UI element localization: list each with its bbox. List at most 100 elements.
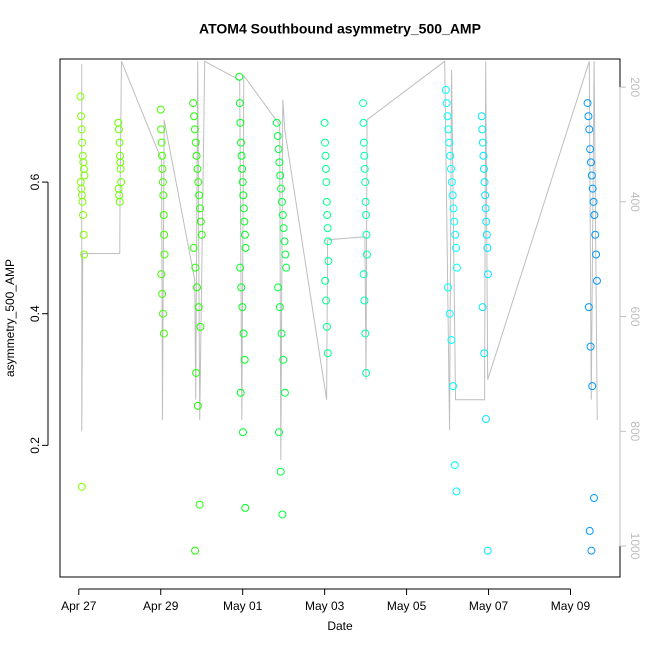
data-point xyxy=(592,276,601,285)
data-point xyxy=(114,125,123,134)
data-point xyxy=(275,303,284,312)
data-point xyxy=(584,303,593,312)
data-point xyxy=(448,191,457,200)
data-point xyxy=(189,243,198,252)
data-point xyxy=(587,546,596,555)
y-tick-label: 0.4 xyxy=(28,305,42,322)
data-point xyxy=(156,105,165,114)
data-point xyxy=(445,309,454,318)
data-point xyxy=(452,263,461,272)
data-point xyxy=(477,112,486,121)
y2-tick-label: 400 xyxy=(628,192,642,212)
data-point xyxy=(323,224,332,233)
data-point xyxy=(78,197,87,206)
data-point xyxy=(193,164,202,173)
data-point xyxy=(280,237,289,246)
data-point xyxy=(277,329,286,338)
data-point xyxy=(483,270,492,279)
data-point xyxy=(282,263,291,272)
data-point xyxy=(359,138,368,147)
data-point xyxy=(322,322,331,331)
data-point xyxy=(359,118,368,127)
data-point xyxy=(191,138,200,147)
data-point xyxy=(115,138,124,147)
x-tick-label: May 07 xyxy=(469,599,509,613)
data-point xyxy=(237,151,246,160)
data-point xyxy=(116,158,125,167)
data-point xyxy=(158,289,167,298)
data-point xyxy=(586,158,595,167)
data-point xyxy=(157,270,166,279)
data-point xyxy=(592,250,601,259)
data-point xyxy=(321,151,330,160)
data-point xyxy=(482,230,491,239)
data-point xyxy=(158,151,167,160)
data-point xyxy=(193,283,202,292)
data-point xyxy=(158,178,167,187)
data-point xyxy=(236,388,245,397)
x-tick-label: May 05 xyxy=(387,599,427,613)
data-point xyxy=(450,461,459,470)
data-point xyxy=(160,230,169,239)
data-point xyxy=(157,125,166,134)
depth-line xyxy=(81,60,598,460)
data-point xyxy=(77,112,86,121)
data-point xyxy=(445,138,454,147)
data-point xyxy=(449,204,458,213)
data-point xyxy=(442,99,451,108)
data-point xyxy=(276,171,285,180)
data-point xyxy=(240,217,249,226)
data-point xyxy=(277,184,286,193)
data-point xyxy=(588,184,597,193)
data-point xyxy=(195,191,204,200)
data-point xyxy=(481,191,490,200)
data-point xyxy=(588,382,597,391)
data-point xyxy=(79,230,88,239)
x-tick-label: May 03 xyxy=(305,599,345,613)
data-point xyxy=(281,250,290,259)
data-point xyxy=(159,329,168,338)
data-point xyxy=(159,191,168,200)
data-point xyxy=(196,322,205,331)
data-point xyxy=(450,217,459,226)
data-point xyxy=(277,197,286,206)
data-point xyxy=(478,303,487,312)
data-point xyxy=(479,164,488,173)
data-point xyxy=(191,263,200,272)
data-point xyxy=(274,145,283,154)
data-point xyxy=(585,125,594,134)
data-point xyxy=(274,428,283,437)
x-axis-label: Date xyxy=(327,619,353,633)
y-axis-label: asymmetry_500_AMP xyxy=(3,259,17,377)
data-point xyxy=(446,164,455,173)
data-point xyxy=(479,151,488,160)
data-point xyxy=(449,382,458,391)
data-point xyxy=(273,132,282,141)
data-point xyxy=(323,349,332,358)
data-point xyxy=(280,388,289,397)
data-point xyxy=(441,85,450,94)
data-point xyxy=(238,303,247,312)
data-point xyxy=(159,210,168,219)
data-point xyxy=(321,138,330,147)
data-point xyxy=(192,151,201,160)
data-point xyxy=(195,500,204,509)
data-point xyxy=(117,178,126,187)
x-tick-label: Apr 29 xyxy=(143,599,179,613)
data-point xyxy=(321,164,330,173)
data-point xyxy=(240,355,249,364)
data-point xyxy=(589,197,598,206)
data-point xyxy=(451,230,460,239)
y2-tick-label: 200 xyxy=(628,77,642,97)
data-point xyxy=(240,230,249,239)
data-point xyxy=(192,368,201,377)
y2-tick-label: 600 xyxy=(628,307,642,327)
data-point xyxy=(362,230,371,239)
data-point xyxy=(278,210,287,219)
data-point xyxy=(278,510,287,519)
data-point xyxy=(362,250,371,259)
data-point xyxy=(241,243,250,252)
data-point xyxy=(483,546,492,555)
data-point xyxy=(478,125,487,134)
data-point xyxy=(323,210,332,219)
